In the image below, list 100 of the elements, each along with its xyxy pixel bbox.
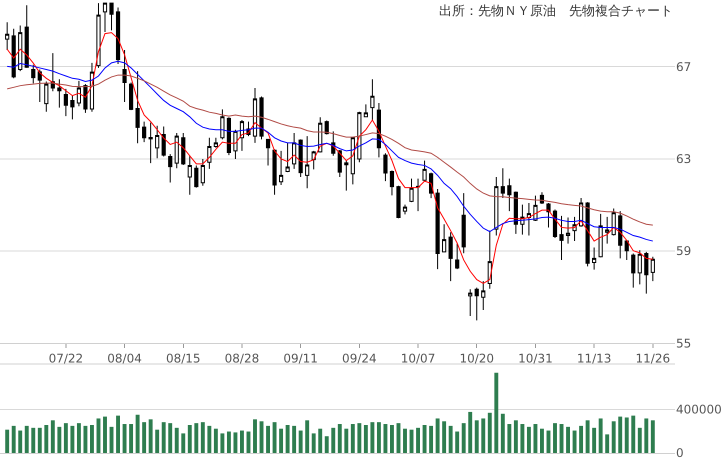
bar	[416, 428, 420, 453]
bar	[279, 428, 284, 453]
bar	[429, 426, 434, 453]
bar	[448, 426, 453, 453]
candlestick	[109, 2, 114, 31]
candlestick	[376, 102, 382, 158]
candlestick	[181, 132, 186, 166]
bar	[370, 422, 374, 453]
bar	[83, 426, 88, 453]
y-tick-label: 0	[676, 446, 684, 460]
bar	[260, 421, 264, 453]
candlestick	[70, 95, 74, 120]
line-series	[6, 32, 654, 284]
x-tick-label: 09/11	[283, 352, 318, 366]
bar	[553, 423, 557, 453]
bar	[122, 424, 127, 453]
bar	[592, 428, 596, 453]
candlestick	[142, 121, 146, 143]
bar	[612, 421, 616, 453]
candlestick	[278, 150, 284, 186]
bar	[96, 418, 100, 453]
candlestick	[488, 230, 492, 290]
candlestick	[350, 137, 355, 185]
candlestick	[436, 188, 440, 270]
candlestick	[286, 142, 290, 173]
candlestick	[194, 164, 198, 188]
x-tick-label: 07/22	[48, 352, 84, 366]
candlestick	[200, 158, 205, 186]
candlestick	[148, 122, 153, 164]
bar	[44, 425, 48, 453]
candlestick	[370, 78, 374, 121]
bar	[383, 424, 388, 453]
x-tick-label: 11/26	[636, 352, 670, 366]
bar	[650, 420, 655, 453]
bar	[500, 414, 505, 453]
bar	[514, 420, 518, 453]
bar	[129, 424, 134, 453]
y-tick-label: 67	[676, 60, 692, 74]
candlestick	[416, 178, 420, 212]
bar	[214, 428, 218, 453]
candlestick	[507, 178, 512, 212]
candlestick	[122, 49, 127, 103]
bar	[494, 372, 498, 453]
x-tick-label: 10/07	[400, 352, 436, 366]
bar	[586, 420, 590, 453]
candlestick	[102, 2, 108, 32]
bar	[605, 434, 610, 453]
bar	[286, 425, 290, 453]
bar	[364, 425, 368, 453]
candlestick	[12, 28, 16, 79]
bar	[305, 420, 310, 453]
candlestick	[24, 4, 29, 68]
candlestick	[481, 280, 486, 310]
bar	[442, 421, 446, 453]
candlestick	[252, 87, 258, 144]
bar	[298, 430, 303, 453]
candlestick	[402, 204, 408, 215]
bar	[520, 424, 524, 453]
bar	[136, 414, 140, 453]
bar	[579, 426, 584, 453]
bar	[376, 422, 381, 453]
candlestick	[207, 137, 212, 170]
y-tick-label: 63	[676, 152, 692, 166]
bar	[507, 424, 512, 453]
bar	[396, 423, 400, 453]
candlestick	[188, 155, 192, 196]
candlestick	[38, 69, 42, 103]
candlestick	[344, 160, 348, 192]
y-tick-label: 55	[676, 336, 692, 350]
bar	[70, 426, 74, 453]
bar	[644, 418, 648, 453]
candlestick	[494, 176, 498, 236]
candlestick	[383, 152, 388, 182]
x-tick-label: 10/20	[459, 352, 494, 366]
bar	[76, 423, 81, 453]
bar	[240, 430, 244, 453]
bar	[194, 423, 198, 453]
candlestick	[5, 22, 10, 50]
candlestick	[474, 287, 479, 321]
candlestick	[559, 215, 564, 260]
candlestick	[598, 213, 603, 258]
candlestick	[514, 190, 518, 234]
candlestick	[76, 80, 82, 107]
bar	[338, 424, 342, 453]
candlestick	[18, 25, 22, 72]
candlestick	[64, 88, 68, 117]
candlestick	[292, 132, 296, 170]
candlestick	[136, 70, 140, 144]
candlestick	[298, 138, 303, 178]
bar	[390, 425, 394, 453]
x-tick-label: 08/15	[166, 352, 201, 366]
bar	[200, 422, 205, 453]
candlestick	[612, 208, 616, 236]
bar	[155, 430, 160, 453]
candlestick	[409, 178, 414, 203]
bar	[292, 426, 296, 453]
candlestick	[605, 216, 610, 244]
x-tick-label: 11/13	[576, 352, 612, 366]
bar	[272, 422, 277, 453]
candlestick	[338, 150, 342, 178]
